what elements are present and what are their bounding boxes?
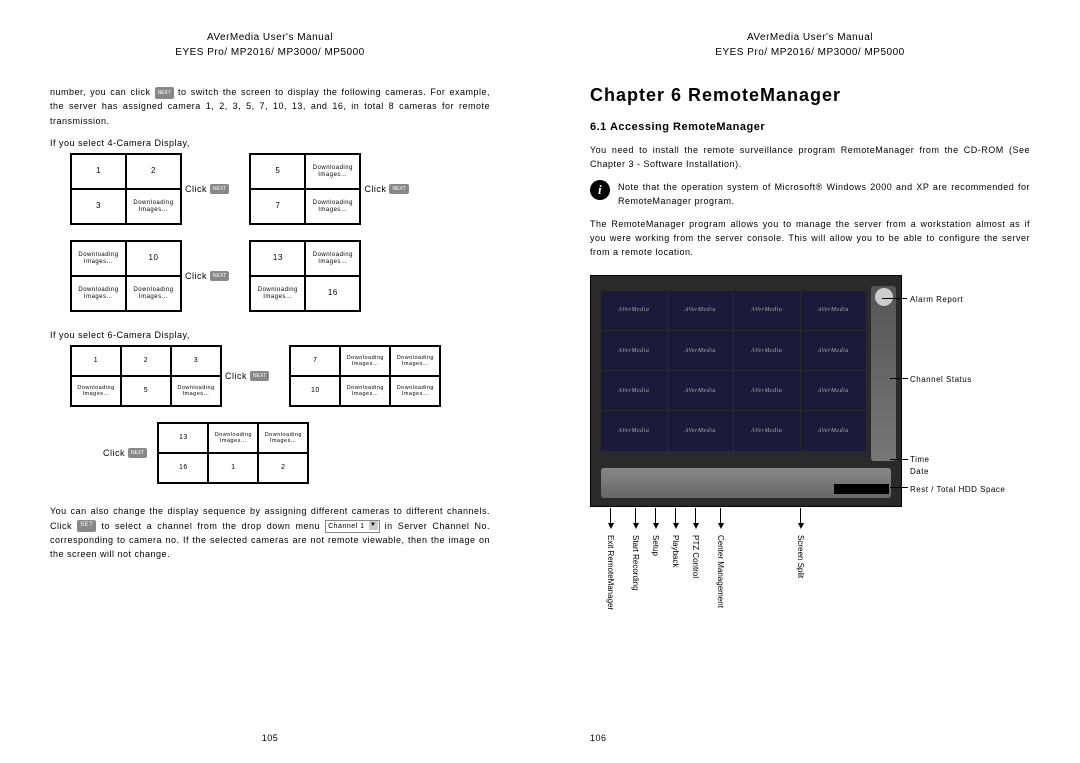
camera-cell: AVerMedia (801, 411, 867, 450)
camera-cell: AVerMedia (601, 291, 667, 330)
grid6-row2: Click NEXT 13Downloading Images…Download… (100, 422, 490, 484)
grid-cell: Downloading Images… (390, 346, 440, 376)
annot-time: Time (910, 455, 929, 465)
page-header: AVerMedia User's Manual EYES Pro/ MP2016… (50, 30, 490, 60)
screenshot-diagram: AVerMediaAVerMediaAVerMediaAVerMediaAVer… (590, 275, 1010, 507)
info-icon: i (590, 180, 610, 200)
camera-cell: AVerMedia (668, 371, 734, 410)
camera-cell: AVerMedia (601, 371, 667, 410)
annot-rest: Rest / Total HDD Space (910, 485, 1005, 495)
camera-cell: AVerMedia (734, 371, 800, 410)
remotemanager-screenshot: AVerMediaAVerMediaAVerMediaAVerMediaAVer… (590, 275, 902, 507)
subheading: 6.1 Accessing RemoteManager (590, 121, 1030, 133)
grid-cell: 3 (171, 346, 221, 376)
camera-cell: AVerMedia (801, 291, 867, 330)
paragraph-1: number, you can click NEXT to switch the… (50, 85, 490, 128)
camera-cell: AVerMedia (601, 411, 667, 450)
grid-cell: Downloading Images… (126, 276, 181, 311)
next-button: NEXT (389, 184, 408, 194)
grid-cell: 5 (121, 376, 171, 406)
paragraph-r1: You need to install the remote surveilla… (590, 143, 1030, 172)
grid4-row2: Downloading Images…10Downloading Images…… (70, 240, 490, 312)
grid-cell: Downloading Images… (171, 376, 221, 406)
bottom-annotation: PTZ Control (691, 535, 700, 578)
grid-cell: 10 (126, 241, 181, 276)
camera-cell: AVerMedia (668, 411, 734, 450)
next-button-inline: NEXT (155, 87, 174, 99)
label-6camera: If you select 6-Camera Display, (50, 330, 490, 340)
grid-cell: 2 (258, 453, 308, 483)
grid-cell: 1 (208, 453, 258, 483)
camera-cell: AVerMedia (734, 331, 800, 370)
paragraph-2: You can also change the display sequence… (50, 504, 490, 562)
grid-cell: 13 (250, 241, 305, 276)
page-header: AVerMedia User's Manual EYES Pro/ MP2016… (590, 30, 1030, 60)
header-line2: EYES Pro/ MP2016/ MP3000/ MP5000 (50, 45, 490, 60)
set-button-inline: SET (77, 520, 96, 532)
camera-cell: AVerMedia (801, 371, 867, 410)
note-text: Note that the operation system of Micros… (618, 180, 1030, 209)
grid-cell: Downloading Images… (71, 241, 126, 276)
grid4-row1: 123Downloading Images… Click NEXT 5Downl… (70, 153, 490, 225)
grid-cell: Downloading Images… (340, 376, 390, 406)
annot-channel: Channel Status (910, 375, 972, 385)
camera-cell: AVerMedia (601, 331, 667, 370)
note-block: i Note that the operation system of Micr… (590, 180, 1030, 209)
grid-cell: 16 (305, 276, 360, 311)
label-4camera: If you select 4-Camera Display, (50, 138, 490, 148)
grid-cell: Downloading Images… (340, 346, 390, 376)
annot-alarm: Alarm Report (910, 295, 963, 305)
camera-cell: AVerMedia (668, 291, 734, 330)
grid-cell: Downloading Images… (208, 423, 258, 453)
grid-cell: Downloading Images… (305, 154, 360, 189)
grid-cell: 1 (71, 154, 126, 189)
grid-cell: 7 (290, 346, 340, 376)
grid-cell: 1 (71, 346, 121, 376)
camera-cell: AVerMedia (668, 331, 734, 370)
grid-cell: Downloading Images… (71, 276, 126, 311)
next-button: NEXT (250, 371, 269, 381)
grid-cell: 5 (250, 154, 305, 189)
grid-cell: 16 (158, 453, 208, 483)
grid-cell: 7 (250, 189, 305, 224)
camera-cell: AVerMedia (734, 411, 800, 450)
grid-cell: 3 (71, 189, 126, 224)
grid-cell: Downloading Images… (305, 241, 360, 276)
bottom-annotation: Center Management (716, 535, 725, 608)
channel-dropdown: Channel 1 (325, 520, 379, 533)
grid-cell: 13 (158, 423, 208, 453)
paragraph-r2: The RemoteManager program allows you to … (590, 217, 1030, 260)
bottom-annotation: Playback (671, 535, 680, 567)
page-number-left: 105 (50, 733, 490, 743)
next-button: NEXT (128, 448, 147, 458)
readout (834, 484, 889, 494)
bottom-annotation: Screen Split (796, 535, 805, 578)
header-line1: AVerMedia User's Manual (50, 30, 490, 45)
grid6-row1: 123Downloading Images…5Downloading Image… (70, 345, 490, 407)
next-button: NEXT (210, 271, 229, 281)
bottom-annotation: Start Recording (631, 535, 640, 591)
next-button: NEXT (210, 184, 229, 194)
side-logo (875, 288, 893, 306)
grid-cell: 10 (290, 376, 340, 406)
grid-cell: Downloading Images… (390, 376, 440, 406)
page-number-right: 106 (590, 733, 1030, 743)
camera-cell: AVerMedia (801, 331, 867, 370)
grid-cell: 2 (126, 154, 181, 189)
grid-cell: Downloading Images… (71, 376, 121, 406)
bottom-annotation: Setup (651, 535, 660, 556)
camera-cell: AVerMedia (734, 291, 800, 330)
annot-date: Date (910, 467, 929, 477)
grid-cell: Downloading Images… (250, 276, 305, 311)
side-panel (871, 286, 896, 461)
grid-cell: 2 (121, 346, 171, 376)
grid-cell: Downloading Images… (126, 189, 181, 224)
chapter-title: Chapter 6 RemoteManager (590, 85, 1030, 106)
grid-cell: Downloading Images… (258, 423, 308, 453)
grid-cell: Downloading Images… (305, 189, 360, 224)
bottom-annotation: Exit RemoteManager (606, 535, 615, 610)
